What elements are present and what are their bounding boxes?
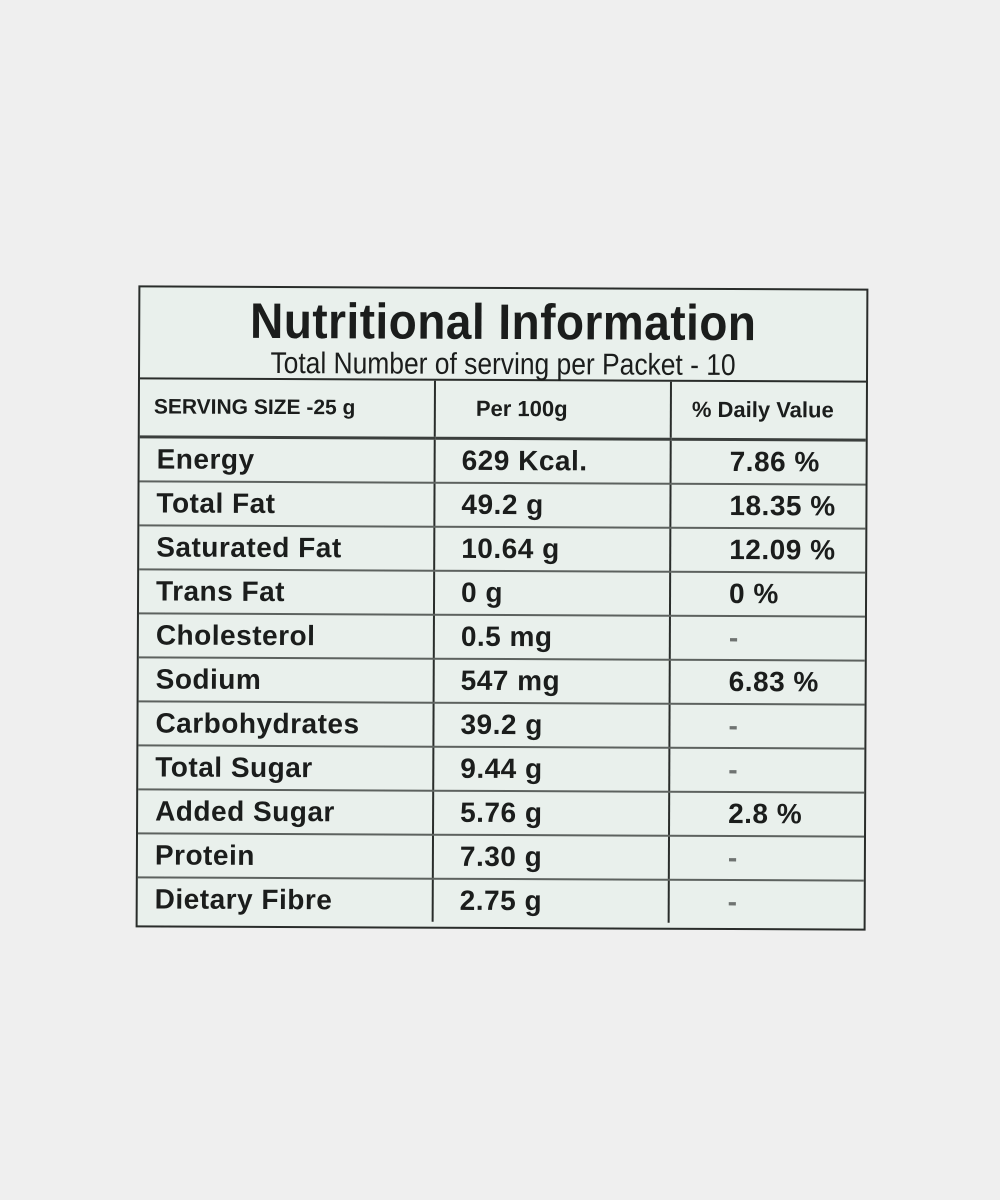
daily-value: -	[668, 835, 865, 881]
per-100g-value: 2.75 g	[432, 878, 669, 923]
table-row: Saturated Fat 10.64 g 12.09 %	[139, 525, 866, 573]
per-100g-value: 0 g	[433, 570, 671, 616]
table-row: Total Sugar 9.44 g -	[138, 745, 865, 793]
per-100g-value: 10.64 g	[434, 526, 671, 572]
daily-value: 7.86 %	[670, 439, 866, 485]
header-per-100g: Per 100g	[434, 380, 671, 440]
per-100g-value: 9.44 g	[433, 746, 670, 792]
table-row: Carbohydrates 39.2 g -	[138, 701, 865, 749]
per-100g-value: 49.2 g	[434, 482, 671, 528]
per-100g-value: 5.76 g	[433, 790, 670, 836]
nutrition-table: SERVING SIZE -25 g Per 100g % Daily Valu…	[137, 379, 866, 923]
nutrient-name: Protein	[137, 833, 434, 879]
nutrient-name: Added Sugar	[138, 789, 434, 835]
daily-value: 0 %	[669, 571, 866, 617]
table-row: Total Fat 49.2 g 18.35 %	[139, 481, 866, 529]
header-serving-size: SERVING SIZE -25 g	[139, 379, 435, 439]
table-row: Added Sugar 5.76 g 2.8 %	[138, 789, 865, 837]
per-100g-value: 39.2 g	[433, 702, 670, 748]
nutrient-name: Total Sugar	[138, 745, 434, 791]
daily-value: -	[669, 747, 865, 793]
nutrient-name: Cholesterol	[138, 613, 434, 659]
table-row: Cholesterol 0.5 mg -	[138, 613, 865, 661]
per-100g-value: 0.5 mg	[433, 614, 670, 660]
nutrient-name: Trans Fat	[138, 569, 435, 615]
nutrient-name: Sodium	[138, 657, 434, 703]
daily-value: 12.09 %	[670, 527, 866, 573]
daily-value: 6.83 %	[669, 659, 865, 705]
table-row: Trans Fat 0 g 0 %	[138, 569, 866, 617]
per-100g-value: 7.30 g	[432, 834, 670, 880]
table-header-row: SERVING SIZE -25 g Per 100g % Daily Valu…	[139, 379, 866, 441]
daily-value: -	[669, 615, 865, 661]
label-header: Nutritional Information Total Number of …	[139, 287, 867, 383]
nutrient-name: Dietary Fibre	[137, 877, 433, 922]
table-row: Protein 7.30 g -	[137, 833, 865, 881]
nutrient-name: Saturated Fat	[139, 525, 435, 571]
label-title: Nutritional Information	[249, 292, 757, 352]
table-row: Sodium 547 mg 6.83 %	[138, 657, 865, 705]
daily-value: -	[727, 885, 738, 918]
per-100g-value: 629 Kcal.	[434, 438, 671, 484]
daily-value: 18.35 %	[670, 483, 866, 529]
header-daily-value: % Daily Value	[670, 381, 866, 441]
table-row: Dietary Fibre 2.75 g -	[137, 877, 864, 923]
per-100g-value: 547 mg	[433, 658, 670, 704]
nutrient-name: Total Fat	[139, 481, 435, 527]
nutrient-name: Carbohydrates	[138, 701, 434, 747]
nutrient-name: Energy	[139, 436, 435, 483]
servings-per-packet: Total Number of serving per Packet - 10	[270, 346, 736, 383]
table-row: Energy 629 Kcal. 7.86 %	[139, 436, 866, 485]
daily-value: 2.8 %	[669, 791, 865, 837]
nutrition-label: Nutritional Information Total Number of …	[135, 285, 869, 931]
daily-value: -	[669, 703, 865, 749]
